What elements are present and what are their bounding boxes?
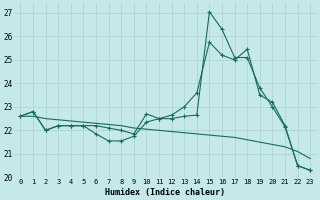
X-axis label: Humidex (Indice chaleur): Humidex (Indice chaleur) xyxy=(105,188,225,197)
